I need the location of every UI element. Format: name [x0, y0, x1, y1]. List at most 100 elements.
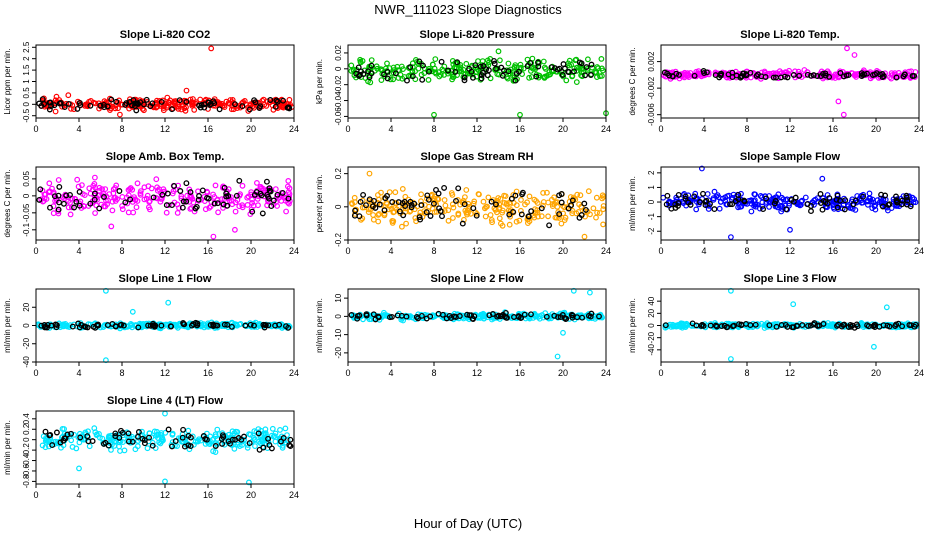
- x-tick-label: 8: [431, 368, 436, 378]
- data-point: [729, 201, 736, 208]
- data-point: [171, 100, 178, 106]
- data-point: [249, 208, 256, 215]
- y-tick-label: -0.2: [334, 233, 343, 247]
- data-point: [876, 71, 883, 78]
- data-point: [911, 72, 918, 79]
- x-tick-label: 12: [160, 368, 170, 378]
- data-point: [700, 322, 707, 329]
- data-point: [826, 195, 833, 202]
- data-point: [285, 183, 291, 190]
- data-point: [207, 433, 214, 440]
- data-point: [441, 197, 448, 203]
- data-point: [76, 430, 83, 437]
- data-point: [783, 206, 790, 213]
- data-point: [65, 100, 72, 107]
- data-point: [159, 191, 166, 198]
- data-point: [879, 203, 886, 210]
- data-point: [851, 72, 858, 79]
- data-point: [439, 213, 445, 220]
- data-point: [794, 323, 801, 330]
- data-point: [403, 220, 410, 227]
- data-point: [91, 196, 98, 203]
- data-point: [37, 186, 44, 193]
- data-point: [699, 165, 705, 172]
- data-point: [163, 209, 170, 216]
- x-tick-label: 20: [246, 124, 256, 134]
- data-point: [162, 478, 168, 485]
- data-point: [524, 63, 531, 70]
- data-point: [487, 212, 494, 218]
- data-point: [661, 69, 668, 76]
- panel-8: Slope Line 2 Flow ml/min per min. 0 4 8 12 16 2…: [315, 273, 611, 378]
- x-tick-label: 8: [119, 246, 124, 256]
- x-tick-label: 4: [388, 246, 393, 256]
- data-point: [533, 198, 539, 204]
- data-point: [592, 69, 598, 75]
- data-point: [74, 176, 81, 183]
- data-point: [160, 186, 167, 193]
- x-tick-label: 4: [76, 246, 81, 256]
- data-point: [139, 428, 145, 435]
- data-point: [188, 322, 195, 329]
- data-point: [496, 206, 503, 213]
- data-point: [258, 192, 265, 199]
- data-point: [210, 233, 217, 240]
- data-point: [873, 70, 880, 77]
- x-tick-label: 8: [744, 124, 749, 134]
- data-point: [378, 189, 384, 196]
- data-point: [76, 188, 83, 195]
- data-point: [814, 195, 821, 202]
- data-point: [507, 200, 514, 207]
- data-point: [177, 188, 184, 194]
- data-point: [551, 194, 557, 201]
- data-point: [558, 220, 565, 227]
- x-tick-label: 12: [785, 368, 795, 378]
- data-point: [898, 201, 905, 208]
- data-point: [228, 106, 235, 113]
- data-point: [108, 223, 115, 230]
- data-point: [423, 209, 430, 216]
- data-point: [109, 207, 116, 214]
- data-point: [183, 87, 190, 94]
- data-point: [396, 208, 403, 215]
- data-point: [75, 183, 82, 190]
- panel-title: Slope Sample Flow: [740, 151, 841, 163]
- data-point: [129, 102, 135, 109]
- data-point: [751, 191, 758, 198]
- data-point: [445, 67, 451, 74]
- data-point: [260, 321, 267, 328]
- data-point: [208, 439, 215, 445]
- data-point: [141, 440, 148, 447]
- data-point: [554, 353, 561, 360]
- data-point: [520, 310, 527, 317]
- data-point: [703, 69, 710, 76]
- data-point: [184, 192, 191, 199]
- data-point: [348, 62, 355, 69]
- y-tick-label: 40: [647, 296, 656, 305]
- data-point: [118, 427, 124, 434]
- data-point: [407, 198, 414, 205]
- data-point: [559, 312, 566, 318]
- data-point: [55, 192, 62, 199]
- data-point: [424, 192, 431, 199]
- data-point: [268, 203, 275, 210]
- data-point: [280, 97, 287, 104]
- data-point: [430, 200, 437, 207]
- data-point: [133, 204, 140, 211]
- data-point: [91, 190, 98, 197]
- data-point: [158, 322, 165, 329]
- data-point: [517, 111, 523, 118]
- data-point: [86, 443, 93, 450]
- figure-title: NWR_111023 Slope Diagnostics: [374, 2, 562, 17]
- data-point: [137, 99, 144, 106]
- data-point: [471, 198, 478, 205]
- data-point: [858, 73, 865, 80]
- data-point: [368, 57, 375, 63]
- data-point: [68, 430, 75, 437]
- data-point: [204, 189, 211, 196]
- x-tick-label: 20: [871, 124, 881, 134]
- x-tick-label: 24: [914, 124, 924, 134]
- data-point: [225, 431, 232, 438]
- data-point: [164, 190, 171, 197]
